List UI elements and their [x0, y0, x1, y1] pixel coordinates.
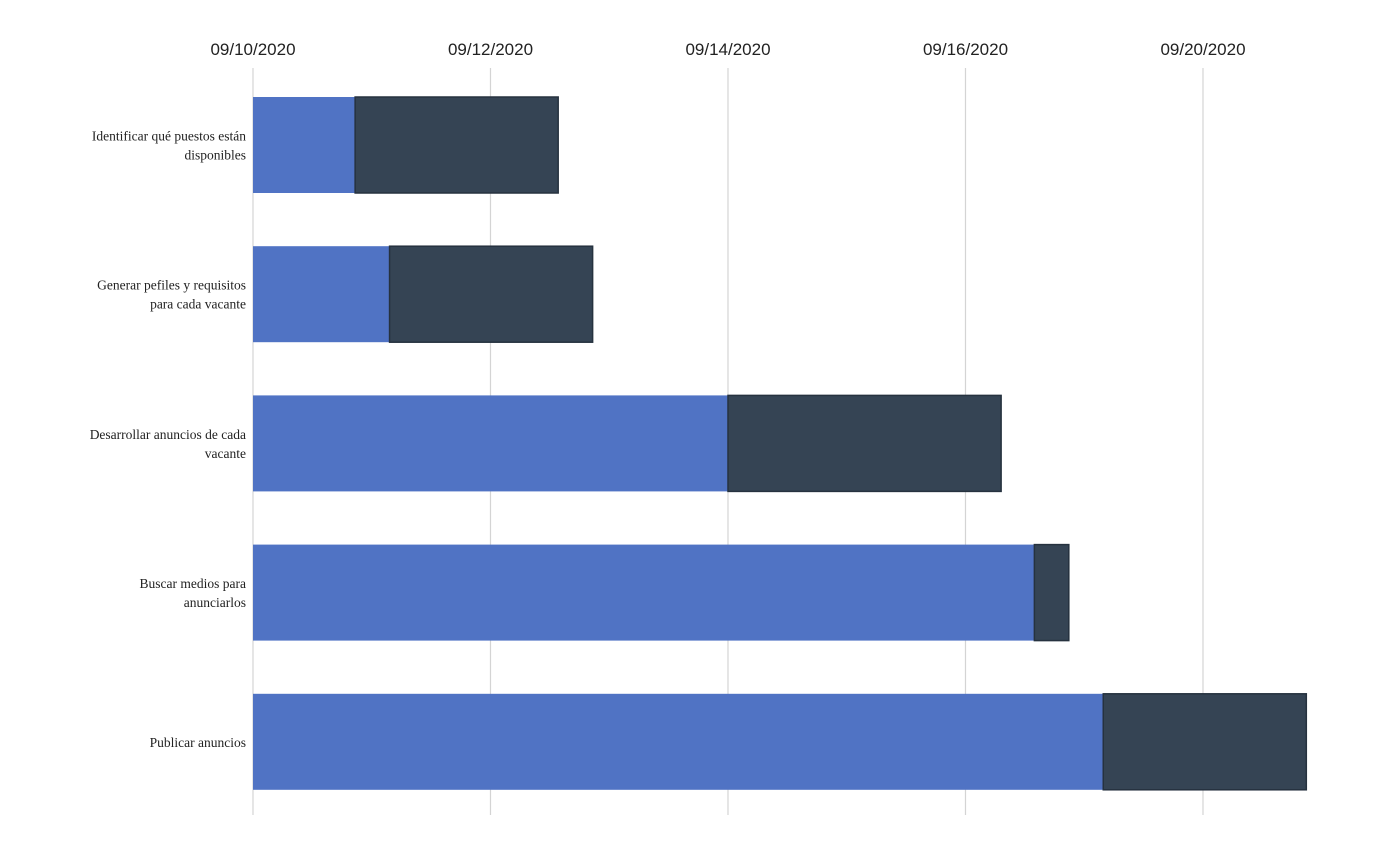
category-label: Identificar qué puestos están disponibles — [92, 129, 246, 163]
bar-segment-start — [253, 395, 728, 492]
category-label: Desarrollar anuncios de cada vacante — [90, 427, 246, 461]
category-label: Buscar medios para anunciarlos — [140, 576, 246, 610]
x-axis-ticks: 09/10/2020 09/12/2020 09/14/2020 09/16/2020… — [210, 40, 1245, 59]
bar-segment-duration — [727, 394, 1002, 493]
category-label: Generar pefiles y requisitos para cada va… — [97, 278, 246, 312]
bar-segment-start — [253, 693, 1104, 790]
category-label: Publicar anuncios — [150, 735, 246, 750]
y-axis-categories: Identificar qué puestos están disponibles… — [90, 129, 247, 750]
bar-segment-duration — [388, 245, 594, 343]
bars — [253, 96, 1308, 791]
x-tick-label: 09/16/2020 — [923, 40, 1008, 59]
bar-segment-duration — [1033, 543, 1070, 642]
bar-segment-duration — [1102, 693, 1308, 791]
x-tick-label: 09/10/2020 — [210, 40, 295, 59]
x-tick-label: 09/20/2020 — [1160, 40, 1245, 59]
bar-segment-start — [253, 246, 390, 343]
bar-segment-start — [253, 544, 1035, 641]
x-tick-label: 09/12/2020 — [448, 40, 533, 59]
bar-segment-start — [253, 97, 356, 193]
bar-segment-duration — [354, 96, 559, 194]
x-tick-label: 09/14/2020 — [685, 40, 770, 59]
